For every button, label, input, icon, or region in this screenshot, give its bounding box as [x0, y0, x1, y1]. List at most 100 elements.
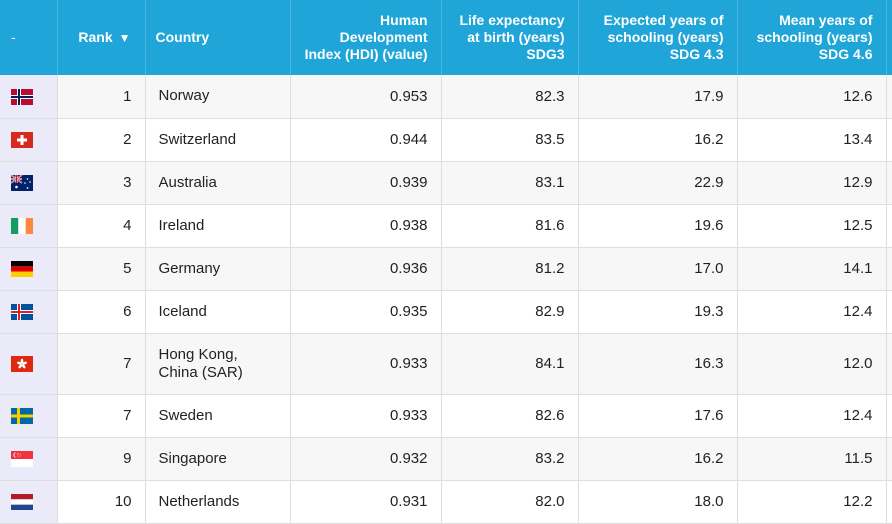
flag-cell [0, 118, 58, 162]
rank-cell: 6 [57, 290, 146, 334]
rank-column-header[interactable]: Rank ▼ [57, 0, 146, 75]
flag-cell [0, 394, 58, 438]
germany-flag-icon [11, 261, 33, 278]
country-cell: Switzerland [145, 118, 291, 162]
country-cell: Iceland [145, 290, 291, 334]
life-header-label: Life expectancy at birth (years) SDG3 [459, 12, 565, 62]
switzerland-flag-icon [11, 132, 33, 149]
country-cell: Netherlands [145, 480, 291, 524]
mean-schooling-cell: 11.5 [737, 437, 887, 481]
ireland-flag-icon [11, 218, 33, 235]
table-row[interactable]: 2 Switzerland 0.944 83.5 16.2 13.4 [0, 118, 892, 162]
life-expectancy-cell: 82.0 [441, 480, 579, 524]
country-cell: Sweden [145, 394, 291, 438]
table-row[interactable]: 10 Netherlands 0.931 82.0 18.0 12.2 [0, 480, 892, 524]
life-expectancy-cell: 83.2 [441, 437, 579, 481]
hdi-value-cell: 0.935 [290, 290, 442, 334]
flag-cell [0, 75, 58, 119]
extra-cell [886, 437, 892, 481]
table-row[interactable]: 7 Hong Kong, China (SAR) 0.933 84.1 16.3 12.0 [0, 333, 892, 395]
life-expectancy-cell: 81.6 [441, 204, 579, 248]
table-header: - Rank ▼ Country Human Development Index … [0, 0, 892, 75]
mean-schooling-cell: 12.4 [737, 290, 887, 334]
rank-header-label: Rank [78, 28, 113, 45]
flag-cell [0, 247, 58, 291]
flag-cell [0, 333, 58, 395]
hdi-value-cell: 0.939 [290, 161, 442, 205]
hdi-value-cell: 0.931 [290, 480, 442, 524]
hdi-value-cell: 0.932 [290, 437, 442, 481]
country-column-header[interactable]: Country [145, 0, 291, 75]
flag-column-header[interactable]: - [0, 0, 58, 75]
norway-flag-icon [11, 88, 33, 105]
expected-schooling-cell: 17.9 [578, 75, 738, 119]
hdi-value-cell: 0.933 [290, 333, 442, 395]
expected-schooling-cell: 22.9 [578, 161, 738, 205]
table-row[interactable]: 6 Iceland 0.935 82.9 19.3 12.4 [0, 290, 892, 334]
country-cell: Singapore [145, 437, 291, 481]
mean-schooling-cell: 12.2 [737, 480, 887, 524]
australia-flag-icon [10, 174, 33, 192]
life-expectancy-cell: 82.9 [441, 290, 579, 334]
hdi-column-header[interactable]: Human Development Index (HDI) (value) [290, 0, 442, 75]
life-expectancy-cell: 83.1 [441, 161, 579, 205]
table-row[interactable]: 4 Ireland 0.938 81.6 19.6 12.5 [0, 204, 892, 248]
expected-schooling-column-header[interactable]: Expected years of schooling (years) SDG … [578, 0, 738, 75]
sweden-flag-icon [11, 408, 33, 425]
life-expectancy-cell: 81.2 [441, 247, 579, 291]
table-row[interactable]: 1 Norway 0.953 82.3 17.9 12.6 [0, 75, 892, 119]
rank-cell: 10 [57, 480, 146, 524]
expected-schooling-cell: 18.0 [578, 480, 738, 524]
expected-schooling-cell: 16.2 [578, 118, 738, 162]
hdi-value-cell: 0.938 [290, 204, 442, 248]
mean-schooling-cell: 12.0 [737, 333, 887, 395]
mean-schooling-column-header[interactable]: Mean years of schooling (years) SDG 4.6 [737, 0, 887, 75]
rank-cell: 9 [57, 437, 146, 481]
extra-cell [886, 118, 892, 162]
extra-column-header [886, 0, 892, 75]
flag-cell [0, 290, 58, 334]
rank-cell: 3 [57, 161, 146, 205]
life-expectancy-cell: 82.6 [441, 394, 579, 438]
extra-cell [886, 394, 892, 438]
extra-cell [886, 161, 892, 205]
country-cell: Hong Kong, China (SAR) [145, 333, 291, 395]
life-expectancy-cell: 84.1 [441, 333, 579, 395]
hdi-value-cell: 0.936 [290, 247, 442, 291]
life-expectancy-column-header[interactable]: Life expectancy at birth (years) SDG3 [441, 0, 579, 75]
hdi-value-cell: 0.933 [290, 394, 442, 438]
dash-label: - [11, 29, 16, 45]
mean-schooling-cell: 12.5 [737, 204, 887, 248]
rank-cell: 1 [57, 75, 146, 119]
life-expectancy-cell: 82.3 [441, 75, 579, 119]
expected-header-label: Expected years of schooling (years) SDG … [603, 12, 724, 62]
rank-cell: 7 [57, 394, 146, 438]
rank-cell: 2 [57, 118, 146, 162]
hong-kong-flag-icon [11, 356, 33, 373]
netherlands-flag-icon [11, 494, 33, 511]
rank-cell: 5 [57, 247, 146, 291]
flag-cell [0, 204, 58, 248]
table-row[interactable]: 9 Singapore 0.932 83.2 16.2 11.5 [0, 437, 892, 481]
singapore-flag-icon [11, 451, 33, 468]
sort-descending-icon[interactable]: ▼ [118, 30, 131, 45]
table-body: 1 Norway 0.953 82.3 17.9 12.6 2 Switzerland 0.94… [0, 75, 892, 524]
mean-schooling-cell: 12.9 [737, 161, 887, 205]
table-row[interactable]: 7 Sweden 0.933 82.6 17.6 12.4 [0, 394, 892, 438]
extra-cell [886, 204, 892, 248]
hdi-header-label: Human Development Index (HDI) (value) [304, 12, 428, 62]
flag-cell [0, 437, 58, 481]
country-cell: Ireland [145, 204, 291, 248]
extra-cell [886, 247, 892, 291]
table-row[interactable]: 5 Germany 0.936 81.2 17.0 14.1 [0, 247, 892, 291]
flag-cell [0, 480, 58, 524]
iceland-flag-icon [11, 304, 33, 321]
mean-schooling-cell: 12.4 [737, 394, 887, 438]
mean-schooling-cell: 13.4 [737, 118, 887, 162]
expected-schooling-cell: 19.6 [578, 204, 738, 248]
expected-schooling-cell: 17.6 [578, 394, 738, 438]
expected-schooling-cell: 16.2 [578, 437, 738, 481]
table-row[interactable]: 3 Australia 0.939 83.1 22.9 12.9 [0, 161, 892, 205]
expected-schooling-cell: 19.3 [578, 290, 738, 334]
